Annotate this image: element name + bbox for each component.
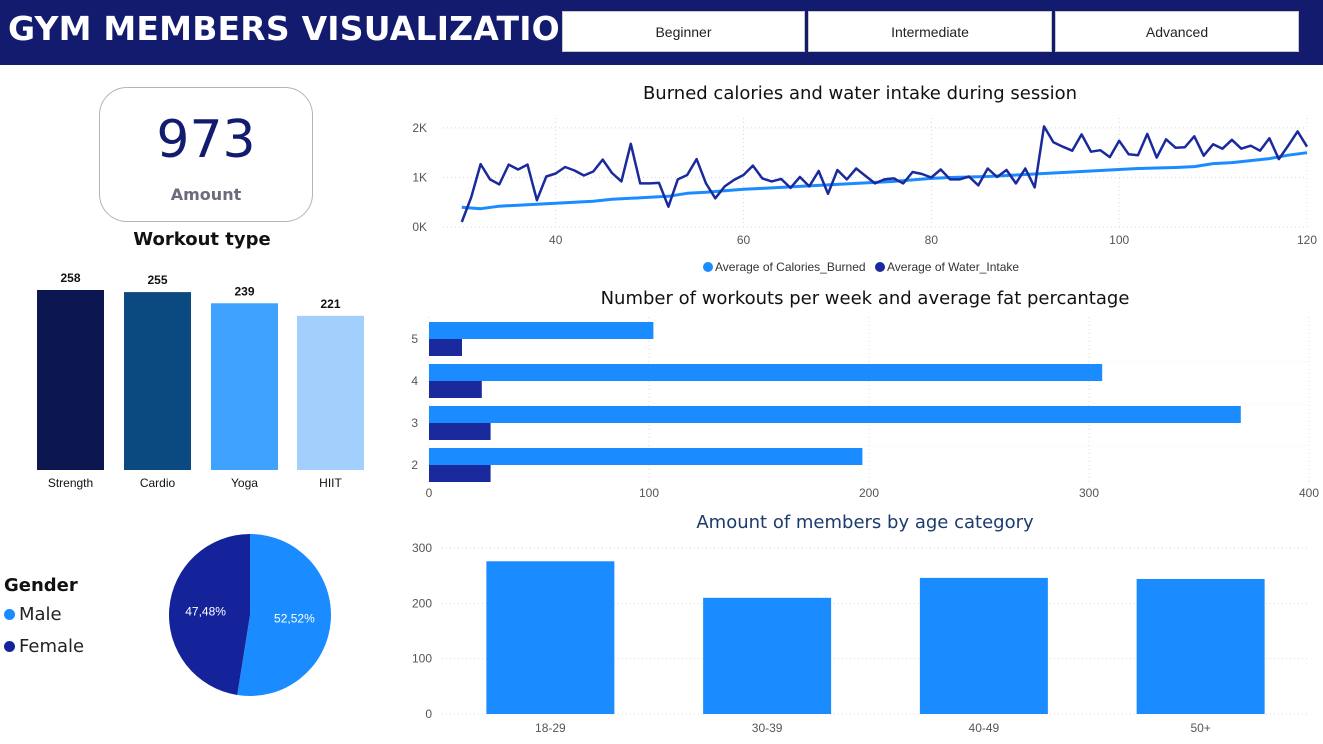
x-tick-label: 0 [426,486,433,500]
y-tick-label: 200 [412,596,432,610]
x-tick-label: 60 [737,233,751,247]
hbar-3-secondary[interactable] [429,423,491,440]
age-category-bar-chart: 0 100 200 300 18-29 30-39 40-49 50+ [412,541,1309,735]
bar-age-40-49[interactable] [919,577,1048,714]
x-tick-label: 300 [1079,486,1099,500]
legend-marker [875,262,885,272]
data-label-strength: 258 [60,271,80,285]
age-category-title: Amount of members by age category [696,512,1034,533]
hbar-3-primary[interactable] [429,406,1241,423]
hbar-5-primary[interactable] [429,322,654,339]
x-tick-label: 50+ [1190,721,1210,735]
workouts-fat-title: Number of workouts per week and average … [600,288,1130,309]
hbar-2-secondary[interactable] [429,465,491,482]
y-tick-label: 0K [412,220,427,234]
x-tick-label: 18-29 [535,721,566,735]
gender-pie-chart: 52,52% 47,48% [169,534,332,696]
bar-cardio[interactable] [124,292,191,470]
pie-slice-female[interactable] [169,534,250,695]
x-tick-label: 120 [1297,233,1317,247]
data-label-cardio: 255 [147,273,167,287]
x-tick-label: 30-39 [752,721,783,735]
dashboard-title: GYM MEMBERS VISUALIZATION [8,9,588,48]
x-tick-label: 40-49 [969,721,1000,735]
x-tick-label: 40 [549,233,563,247]
legend-item-female: Female [4,636,84,657]
legend-label: Average of Water_Intake [887,260,1019,274]
y-tick-label: 2K [412,121,427,135]
data-label-yoga: 239 [234,284,254,298]
kpi-card: 973 Amount [99,87,313,222]
y-tick-label: 0 [425,707,432,721]
data-label-hiit: 221 [320,297,340,311]
y-tick-label: 100 [412,652,432,666]
line-chart-title: Burned calories and water intake during … [642,83,1078,104]
category-label-yoga: Yoga [231,476,258,490]
bar-yoga[interactable] [211,303,278,470]
x-tick-label: 400 [1299,486,1319,500]
bar-age-30-39[interactable] [703,597,832,714]
legend-dot-male [4,609,15,620]
gender-legend-title: Gender [4,575,78,596]
y-tick-label: 3 [411,416,418,430]
kpi-label: Amount [170,185,242,204]
hbar-2-primary[interactable] [429,448,863,465]
x-tick-label: 100 [1109,233,1129,247]
workouts-fat-bar-chart: 0 100 200 300 400 5 4 3 2 [411,317,1319,500]
legend-label: Average of Calories_Burned [715,260,866,274]
y-tick-label: 4 [411,374,418,388]
x-tick-label: 80 [925,233,939,247]
bar-age-18-29[interactable] [486,561,615,714]
kpi-value: 973 [156,110,256,170]
category-label-cardio: Cardio [140,476,176,490]
level-button-advanced[interactable]: Advanced [1055,11,1299,52]
hbar-4-secondary[interactable] [429,381,482,398]
y-tick-label: 2 [411,458,418,472]
workout-type-chart: 258 Strength 255 Cardio 239 Yoga 221 HIIT [37,271,364,490]
pie-label-female: 47,48% [185,604,226,618]
y-tick-label: 300 [412,541,432,555]
y-tick-label: 1K [412,170,427,184]
hbar-4-primary[interactable] [429,364,1103,381]
x-tick-label: 200 [859,486,879,500]
legend-label-female: Female [19,636,85,657]
y-tick-label: 5 [411,332,418,346]
header-bar: GYM MEMBERS VISUALIZATION Beginner Inter… [0,0,1323,65]
bar-hiit[interactable] [297,315,364,470]
pie-label-male: 52,52% [274,612,315,626]
category-label-hiit: HIIT [319,476,342,490]
bar-strength[interactable] [37,290,104,470]
pie-slice-male[interactable] [237,534,332,696]
calories-water-line-chart: 0K 1K 2K 40 60 80 100 120 Average of Calories_Bu… [412,118,1317,274]
category-label-strength: Strength [48,476,93,490]
series-line-calories-burned[interactable] [461,151,1308,211]
level-button-intermediate[interactable]: Intermediate [808,11,1052,52]
x-tick-label: 100 [639,486,659,500]
legend-dot-female [4,641,15,652]
legend-marker [703,262,713,272]
workout-type-title: Workout type [133,229,271,250]
level-button-beginner[interactable]: Beginner [562,11,805,52]
legend-item-male: Male [4,604,62,625]
legend-label-male: Male [19,604,62,625]
series-line-water-intake[interactable] [460,125,1309,223]
hbar-5-secondary[interactable] [429,339,462,356]
bar-age-50plus[interactable] [1136,578,1265,714]
